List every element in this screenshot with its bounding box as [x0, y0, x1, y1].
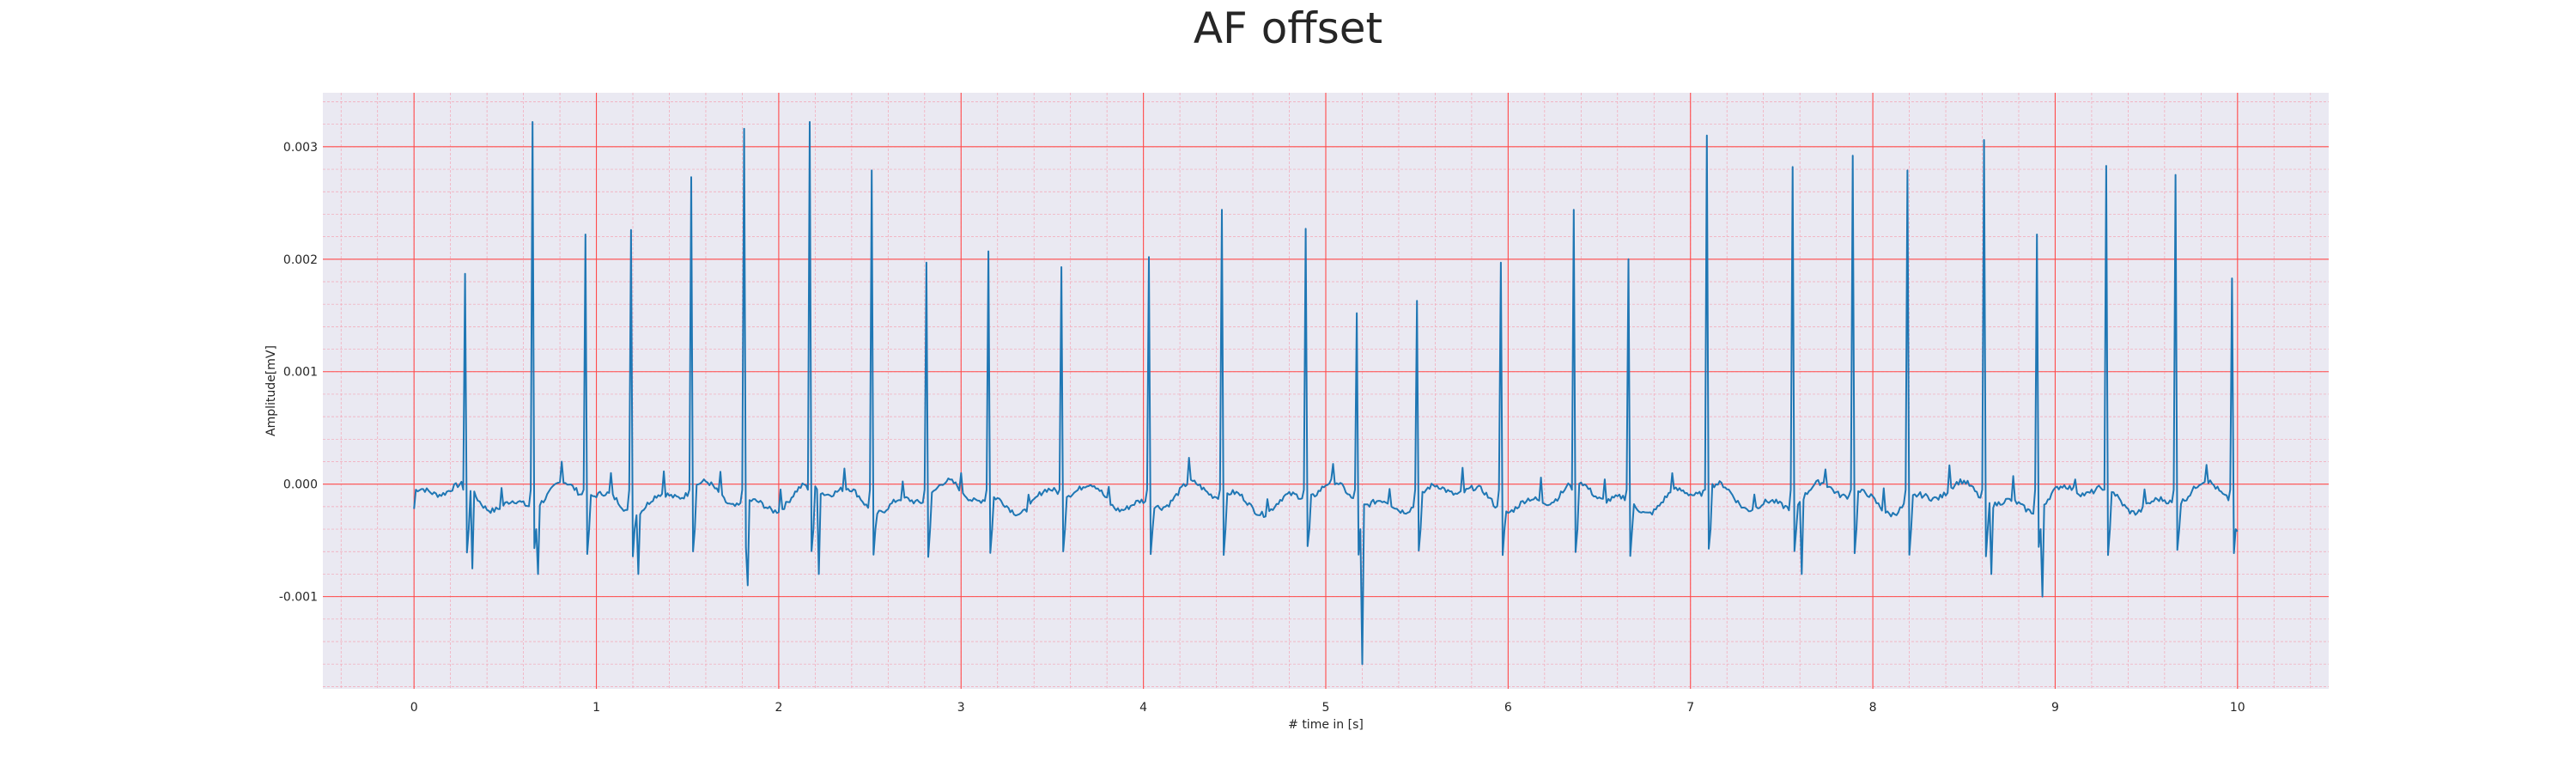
x-axis-label: # time in [s] [1288, 718, 1364, 732]
major-grid [323, 93, 2329, 689]
x-tick-labels: 0 1 2 3 4 5 6 7 8 9 10 [410, 701, 2245, 715]
x-tick-label: 9 [2051, 701, 2059, 715]
y-axis-label: Amplitude[mV] [264, 345, 278, 436]
signal-line [413, 121, 2239, 666]
y-tick-label: -0.001 [279, 591, 318, 605]
x-tick-label: 6 [1504, 701, 1512, 715]
y-tick-label: 0.001 [283, 366, 318, 380]
x-tick-label: 7 [1686, 701, 1694, 715]
y-tick-label: 0.000 [283, 478, 318, 492]
x-tick-label: 0 [410, 701, 418, 715]
x-tick-label: 1 [592, 701, 600, 715]
chart-title: AF offset [1193, 3, 1383, 53]
x-tick-label: 8 [1869, 701, 1877, 715]
x-tick-label: 10 [2230, 701, 2245, 715]
x-tick-label: 3 [957, 701, 965, 715]
series-group [413, 121, 2239, 666]
x-tick-label: 5 [1322, 701, 1330, 715]
y-tick-label: 0.003 [283, 141, 318, 155]
x-tick-label: 4 [1139, 701, 1147, 715]
y-tick-label: 0.002 [283, 253, 318, 267]
y-tick-labels: -0.001 0.000 0.001 0.002 0.003 [279, 141, 318, 605]
x-tick-label: 2 [775, 701, 782, 715]
